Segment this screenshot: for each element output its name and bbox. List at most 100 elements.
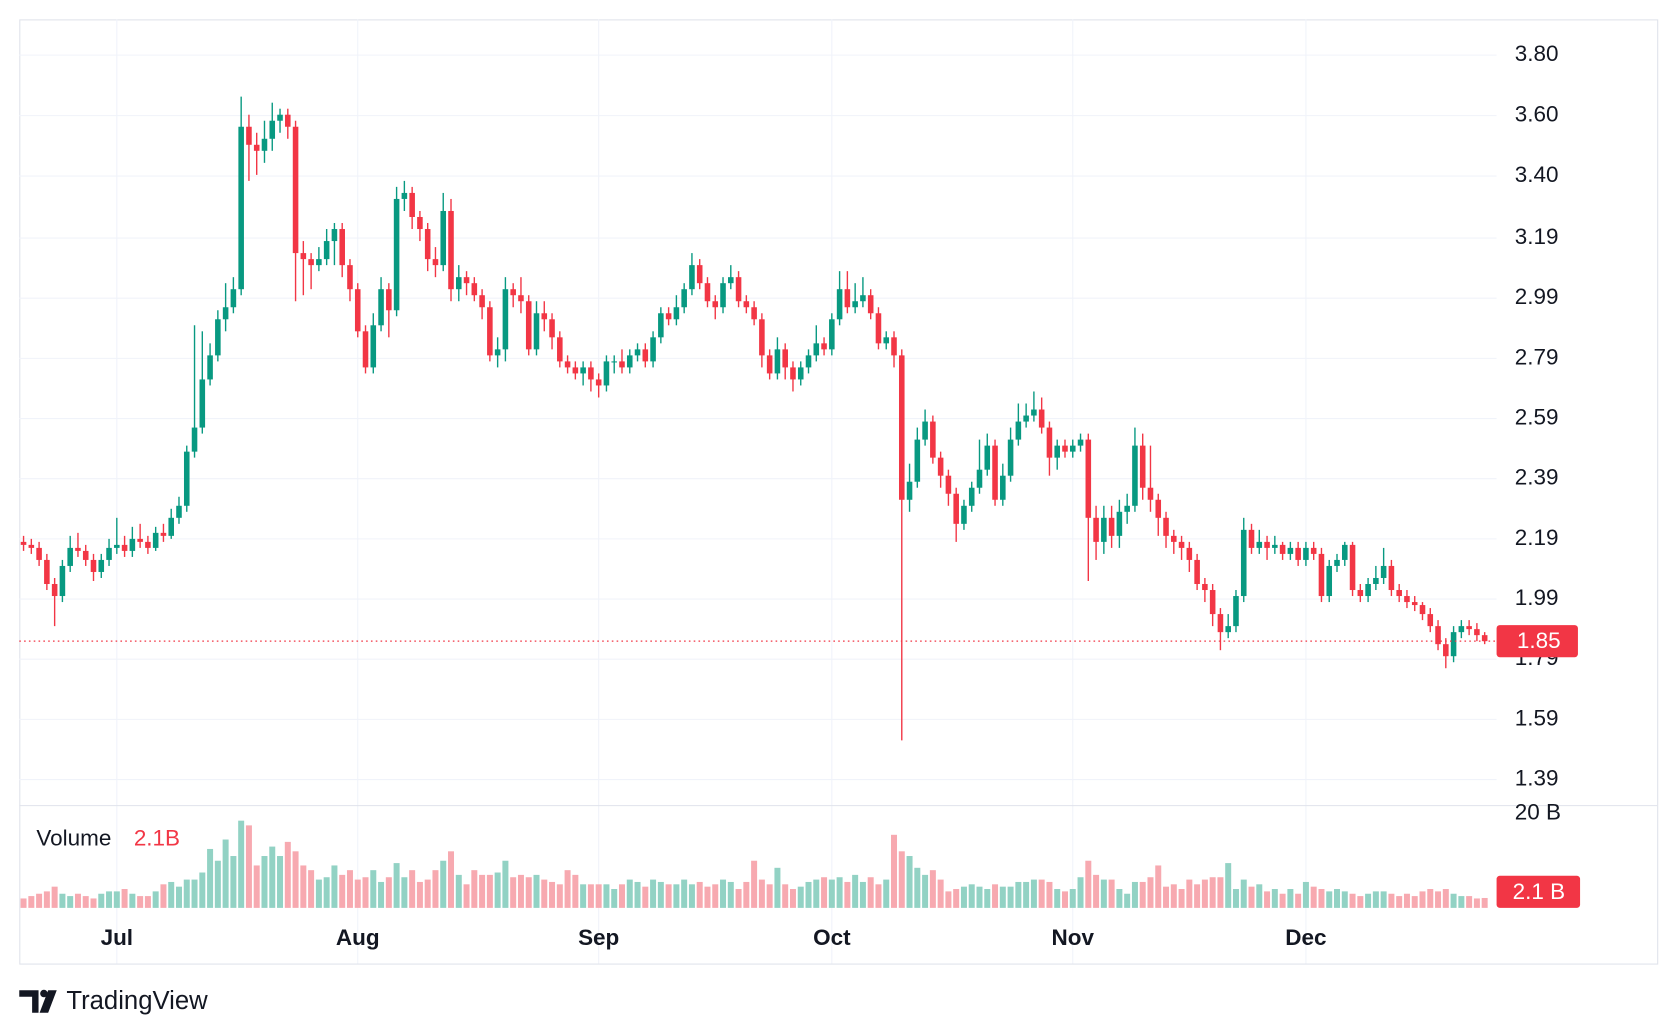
- volume-bar: [1030, 879, 1037, 908]
- candle-body: [386, 289, 392, 311]
- price-pane: [20, 96, 1488, 741]
- candle-body: [114, 544, 120, 548]
- volume-bar: [1061, 891, 1068, 908]
- volume-bar: [556, 884, 563, 908]
- volume-tick-label: 20 B: [1515, 800, 1561, 825]
- candle-body: [813, 343, 820, 356]
- volume-bar: [1155, 865, 1162, 908]
- candle-body: [875, 313, 882, 344]
- volume-bar: [1178, 889, 1185, 908]
- volume-bar: [650, 879, 657, 908]
- candle-body: [720, 283, 726, 308]
- candle-body: [852, 301, 858, 308]
- volume-bar: [968, 884, 975, 908]
- volume-bar: [230, 856, 237, 908]
- candle-body: [588, 367, 594, 380]
- volume-bar: [1139, 881, 1146, 908]
- candle-body: [564, 361, 571, 368]
- volume-bar: [486, 874, 493, 908]
- volume-bar: [129, 893, 136, 908]
- candle-body: [20, 541, 27, 545]
- candle-body: [518, 295, 524, 302]
- volume-bar: [346, 870, 353, 908]
- volume-bar: [1085, 860, 1092, 908]
- volume-bar: [1170, 884, 1177, 908]
- volume-bar: [758, 879, 765, 908]
- volume-bar: [611, 889, 618, 908]
- volume-bar: [393, 863, 400, 908]
- volume-bar: [898, 851, 905, 908]
- volume-bar: [1372, 891, 1379, 908]
- candle-body: [1295, 547, 1301, 560]
- volume-bar: [727, 881, 734, 908]
- volume-bar: [385, 877, 392, 908]
- volume-bar: [253, 865, 260, 908]
- volume-bar: [603, 884, 610, 908]
- candle-body: [751, 307, 757, 320]
- candle-body: [557, 337, 563, 362]
- candle-body: [619, 361, 625, 368]
- volume-bar: [1093, 874, 1100, 908]
- volume-bar: [766, 884, 773, 908]
- candle-body: [176, 505, 182, 518]
- candle-body: [1365, 584, 1371, 597]
- candle-body: [417, 216, 423, 230]
- volume-bar: [362, 877, 369, 908]
- volume-bar: [98, 893, 105, 908]
- volume-bar: [1194, 884, 1201, 908]
- candle-body: [883, 337, 890, 344]
- volume-bar: [821, 877, 828, 908]
- volume-bar: [1481, 897, 1488, 908]
- volume-bar: [1046, 881, 1053, 908]
- volume-bar: [199, 872, 206, 908]
- candle-body: [549, 319, 555, 338]
- volume-bar: [284, 841, 291, 908]
- candle-body: [448, 210, 454, 290]
- volume-bar: [28, 896, 35, 908]
- volume-bar: [269, 846, 276, 908]
- volume-bar: [797, 886, 804, 908]
- candle-body: [1163, 517, 1169, 536]
- volume-bar: [1147, 877, 1154, 908]
- volume-legend-value: 2.1B: [134, 825, 180, 850]
- candle-body: [914, 439, 921, 482]
- candle-body: [836, 289, 843, 320]
- volume-bar: [844, 881, 851, 908]
- candle-body: [215, 319, 221, 356]
- candle-body: [867, 295, 874, 314]
- volume-bar: [922, 874, 929, 908]
- candle-body: [1062, 445, 1068, 452]
- x-tick-label: Aug: [336, 925, 380, 950]
- candle-body: [992, 445, 998, 500]
- volume-bar: [168, 881, 175, 908]
- volume-bar: [960, 886, 967, 908]
- candle-body: [572, 367, 579, 374]
- candle-body: [937, 457, 944, 476]
- volume-bar: [510, 877, 517, 908]
- volume-bar: [238, 820, 245, 908]
- candle-body: [1108, 517, 1115, 536]
- volume-bar: [67, 896, 74, 908]
- volume-bar: [1302, 881, 1309, 908]
- volume-bar: [1054, 889, 1061, 908]
- volume-bar: [152, 891, 159, 908]
- candle-body: [269, 120, 276, 139]
- volume-bar: [525, 877, 532, 908]
- volume-bar: [564, 870, 571, 908]
- volume-bar: [665, 884, 672, 908]
- candle-body: [160, 532, 167, 536]
- candle-body: [658, 313, 664, 338]
- volume-bar: [1334, 889, 1341, 908]
- candle-body: [790, 367, 796, 380]
- y-tick-label: 3.40: [1515, 162, 1559, 187]
- candle-body: [502, 289, 509, 350]
- candle-body: [1225, 626, 1231, 633]
- candle-body: [1474, 629, 1480, 636]
- candle-body: [230, 289, 237, 308]
- volume-bar: [1256, 884, 1263, 908]
- candle-body: [510, 289, 516, 296]
- candle-body: [494, 349, 501, 356]
- volume-bar: [1403, 893, 1410, 908]
- candle-body: [1443, 644, 1449, 657]
